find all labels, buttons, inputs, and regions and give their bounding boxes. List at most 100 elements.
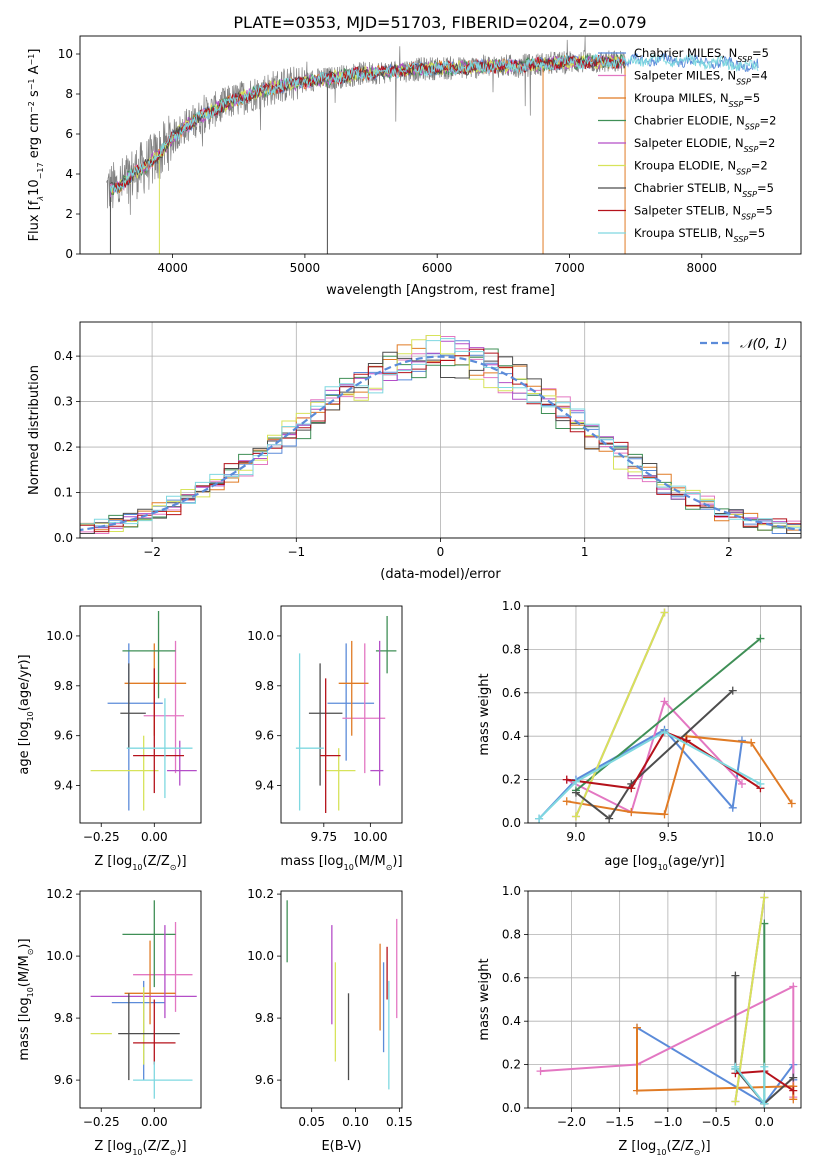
legend-entry-sub: SSP bbox=[729, 100, 744, 109]
axes-frame bbox=[79, 35, 802, 255]
x-axis-label-part: 10 bbox=[132, 1148, 142, 1157]
y-axis-label-part: λ bbox=[36, 196, 45, 202]
spectrum-panel: 4000 5000 6000 7000 8000 0 2 4 6 8 10 wavelength [A… bbox=[27, 35, 802, 298]
legend-entry-sub: SSP bbox=[736, 77, 751, 86]
y-tick-label: 9.8 bbox=[255, 679, 274, 693]
weight-marker bbox=[627, 808, 636, 817]
x-tick-label: 4000 bbox=[157, 261, 188, 275]
y-tick-label: 0.0 bbox=[54, 531, 73, 545]
y-axis-label-part: Flux [f bbox=[27, 200, 42, 241]
y-axis-label-part: )] bbox=[17, 938, 32, 948]
y-axis-label: mass [log10(M/M⊙)] bbox=[17, 938, 35, 1060]
y-axis-label: Flux [fλ10−17 erg cm−2 s−1 A−1] bbox=[27, 49, 45, 242]
weight-series-chabrier-stelib bbox=[571, 686, 737, 823]
weight-marker bbox=[536, 1067, 545, 1076]
error-bar-point-salpeter-miles bbox=[133, 922, 193, 1012]
age-weight-panel: 9.0 9.5 10.0 0.0 0.2 0.4 0.6 0.8 1.0 age [log10(a… bbox=[477, 599, 802, 872]
y-tick-label: 6 bbox=[65, 127, 73, 141]
x-tick-label: 10.00 bbox=[353, 830, 387, 844]
x-axis-label: wavelength [Angstrom, rest frame] bbox=[326, 283, 555, 298]
error-bar-point-kroupa-elodie bbox=[325, 748, 356, 811]
x-axis-label-part: ⊙ bbox=[386, 863, 393, 872]
legend-entry: Chabrier STELIB, NSSP=5 bbox=[634, 181, 774, 199]
x-tick-label: 9.5 bbox=[659, 830, 678, 844]
weight-marker bbox=[760, 1099, 769, 1108]
legend-entry-count: =4 bbox=[751, 69, 768, 83]
weight-marker bbox=[562, 797, 571, 806]
weight-marker bbox=[571, 777, 580, 786]
legend-entry-name: Kroupa ELODIE, N bbox=[634, 159, 736, 173]
x-tick-label: −0.25 bbox=[83, 830, 120, 844]
y-tick-label: 0.2 bbox=[502, 773, 521, 787]
error-bar-point-kroupa-stelib bbox=[126, 698, 193, 799]
y-tick-label: 0.0 bbox=[502, 1101, 521, 1115]
y-tick-label: 0.4 bbox=[54, 349, 73, 363]
weight-marker bbox=[633, 1086, 642, 1095]
error-bar-point-salpeter-miles bbox=[342, 643, 386, 774]
x-axis-label-part: mass [log bbox=[280, 854, 343, 869]
x-tick-label: −2.0 bbox=[557, 1115, 586, 1129]
x-axis-label-part: (M/M bbox=[354, 854, 386, 869]
y-tick-label: 10 bbox=[58, 47, 73, 61]
x-axis-label-part: (Z/Z bbox=[667, 1139, 694, 1154]
error-bar-point-salpeter-elodie bbox=[167, 740, 197, 786]
y-tick-label: 10.0 bbox=[247, 629, 274, 643]
x-axis-label-part: Z [log bbox=[94, 854, 132, 869]
weight-series-kroupa-stelib bbox=[731, 1062, 769, 1108]
y-tick-label: 0.1 bbox=[54, 486, 73, 500]
mass-age-panel: 9.75 10.00 9.4 9.6 9.8 10.0 mass [log10(M/M⊙)] bbox=[247, 605, 403, 872]
x-axis-label: mass [log10(M/M⊙)] bbox=[280, 854, 402, 872]
weight-marker bbox=[760, 919, 769, 928]
plot-area bbox=[80, 322, 801, 538]
legend-entry-count: =5 bbox=[757, 181, 774, 195]
x-axis-label-part: ⊙ bbox=[694, 1148, 701, 1157]
extinction-mass-panel: 0.05 0.10 0.15 9.6 9.8 10.0 10.2 E(B-V) bbox=[247, 887, 412, 1154]
x-axis-label: Z [log10(Z/Z⊙)] bbox=[94, 1139, 186, 1157]
weight-line bbox=[566, 735, 793, 816]
y-axis-label-part: age [log bbox=[17, 721, 32, 774]
plot-area bbox=[90, 900, 197, 1099]
metallicity-age-panel: −0.25 0.009.49.69.810.0Z [log10(Z/Z⊙)]age… bbox=[17, 605, 202, 872]
x-tick-label: 0.10 bbox=[342, 1115, 369, 1129]
y-tick-label: 9.8 bbox=[54, 679, 73, 693]
legend-entry-name: Salpeter ELODIE, N bbox=[634, 136, 744, 150]
legend-entry-sub: SSP bbox=[741, 212, 756, 221]
x-tick-label: 0.00 bbox=[141, 830, 168, 844]
legend-entry-sub: SSP bbox=[744, 145, 759, 154]
y-tick-label: 0.6 bbox=[502, 686, 521, 700]
y-tick-label: 1.0 bbox=[502, 599, 521, 613]
weight-series-kroupa-miles bbox=[562, 732, 796, 819]
legend-entry-sub: SSP bbox=[742, 190, 757, 199]
x-axis-label-part: Z [log bbox=[618, 1139, 656, 1154]
plot-area bbox=[528, 891, 801, 1108]
y-tick-label: 9.4 bbox=[54, 779, 73, 793]
error-bar-point-chabrier-stelib bbox=[118, 993, 180, 1081]
weight-series-salpeter-miles bbox=[536, 982, 798, 1102]
metallicity-mass-panel: −0.25 0.009.69.810.010.2Z [log10(Z/Z⊙)]ma… bbox=[17, 887, 202, 1157]
plot-area bbox=[528, 606, 801, 823]
x-axis-label-part: Z [log bbox=[94, 1139, 132, 1154]
x-axis-label: Z [log10(Z/Z⊙)] bbox=[94, 854, 186, 872]
legend-entry-sub: SSP bbox=[734, 235, 749, 244]
y-axis-label: mass weight bbox=[477, 673, 492, 755]
weight-marker bbox=[756, 779, 765, 788]
x-tick-label: 9.0 bbox=[566, 830, 585, 844]
x-tick-label: 0.05 bbox=[298, 1115, 325, 1129]
axes-frame bbox=[280, 605, 403, 824]
y-axis-label-part: mass [log bbox=[17, 997, 32, 1060]
error-bar-point-salpeter-miles bbox=[143, 640, 185, 774]
y-tick-label: 2 bbox=[65, 207, 73, 221]
x-tick-label: 2 bbox=[725, 545, 733, 559]
x-axis-label-part: (Z/Z bbox=[143, 1139, 170, 1154]
weight-marker bbox=[605, 814, 614, 823]
y-axis-label-part: −1 bbox=[27, 54, 36, 66]
x-axis-label-part: )] bbox=[176, 854, 186, 869]
error-bar-point-chabrier-elodie bbox=[375, 615, 397, 674]
weight-line bbox=[734, 897, 766, 1102]
y-tick-label: 1.0 bbox=[502, 884, 521, 898]
axes-frame bbox=[79, 605, 202, 824]
x-axis-label-part: 10 bbox=[344, 863, 354, 872]
weight-marker bbox=[728, 803, 737, 812]
error-bar-point-chabrier-elodie bbox=[122, 900, 176, 988]
y-tick-label: 9.4 bbox=[255, 779, 274, 793]
